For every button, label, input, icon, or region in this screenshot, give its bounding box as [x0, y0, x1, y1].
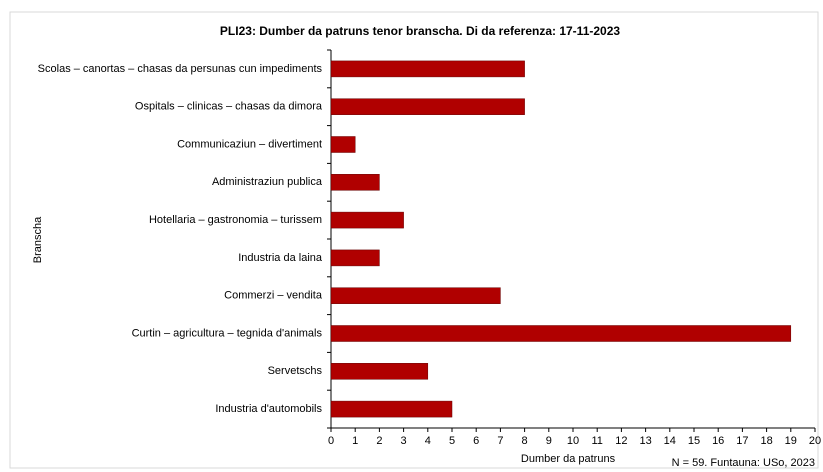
- chart-frame: [9, 11, 819, 469]
- x-tick-label: 12: [615, 435, 627, 447]
- y-tick-label: Industria d'automobils: [215, 403, 322, 415]
- x-tick-label: 13: [639, 435, 651, 447]
- y-tick-label: Industria da laina: [238, 252, 323, 264]
- x-tick-label: 4: [425, 435, 431, 447]
- y-tick-label: Scolas – canortas – chasas da persunas c…: [38, 63, 323, 75]
- x-tick-label: 18: [760, 435, 772, 447]
- x-tick-label: 2: [376, 435, 382, 447]
- bar: [330, 60, 525, 78]
- y-axis-label: Branscha: [32, 216, 44, 263]
- x-tick-label: 15: [688, 435, 700, 447]
- y-tick-label: Ospitals – clinicas – chasas da dimora: [135, 101, 323, 113]
- x-tick-label: 7: [497, 435, 503, 447]
- bar: [330, 136, 356, 153]
- y-tick-label: Hotellaria – gastronomia – turissem: [149, 214, 322, 226]
- x-tick-label: 11: [591, 435, 602, 447]
- bar: [330, 325, 792, 342]
- x-tick-label: 0: [328, 435, 334, 447]
- bar: [330, 287, 501, 304]
- y-tick-label: Administraziun publica: [212, 176, 323, 188]
- x-tick-label: 17: [736, 435, 748, 447]
- x-tick-label: 6: [473, 435, 479, 447]
- x-tick-label: 8: [522, 435, 528, 447]
- x-tick-label: 5: [449, 435, 455, 447]
- x-tick-label: 20: [809, 435, 821, 447]
- x-tick-label: 16: [712, 435, 724, 447]
- y-tick-label: Commerzi – vendita: [224, 290, 323, 302]
- source-note: N = 59. Funtauna: USo, 2023: [672, 457, 815, 469]
- x-tick-label: 3: [401, 435, 407, 447]
- chart-title: PLI23: Dumber da patruns tenor branscha.…: [220, 24, 620, 38]
- y-tick-label: Servetschs: [268, 365, 323, 377]
- x-tick-label: 10: [567, 435, 579, 447]
- bar: [330, 400, 453, 418]
- bar: [330, 211, 404, 229]
- x-tick-label: 9: [546, 435, 552, 447]
- x-tick-label: 19: [785, 435, 797, 447]
- x-tick-label: 14: [664, 435, 676, 447]
- x-axis-label: Dumber da patruns: [521, 453, 616, 465]
- bar: [330, 98, 525, 115]
- y-tick-label: Communicaziun – divertiment: [177, 138, 322, 150]
- bar: [330, 249, 380, 267]
- y-tick-label: Curtin – agricultura – tegnida d'animals: [132, 327, 323, 339]
- bar: [330, 363, 429, 380]
- bar: [330, 174, 380, 191]
- x-tick-label: 1: [352, 435, 358, 447]
